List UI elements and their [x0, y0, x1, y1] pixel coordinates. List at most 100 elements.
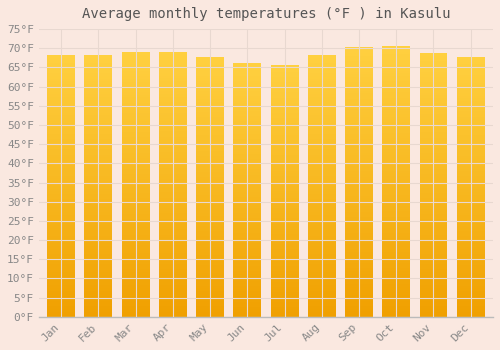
Bar: [345, 217, 373, 220]
Bar: [382, 268, 410, 271]
Bar: [47, 309, 75, 312]
Bar: [420, 146, 448, 148]
Bar: [420, 253, 448, 256]
Bar: [457, 122, 484, 124]
Bar: [420, 240, 448, 243]
Bar: [84, 272, 112, 275]
Bar: [84, 61, 112, 63]
Bar: [234, 101, 262, 104]
Bar: [457, 192, 484, 195]
Bar: [47, 165, 75, 168]
Bar: [234, 182, 262, 185]
Bar: [457, 278, 484, 280]
Bar: [308, 223, 336, 225]
Bar: [47, 293, 75, 296]
Bar: [457, 119, 484, 122]
Bar: [159, 293, 187, 296]
Bar: [345, 196, 373, 198]
Bar: [47, 225, 75, 228]
Bar: [308, 309, 336, 312]
Bar: [457, 114, 484, 117]
Bar: [122, 274, 150, 277]
Bar: [420, 79, 448, 82]
Bar: [122, 203, 150, 206]
Bar: [457, 182, 484, 184]
Bar: [420, 69, 448, 72]
Bar: [234, 304, 262, 307]
Bar: [345, 147, 373, 150]
Bar: [234, 264, 262, 266]
Bar: [457, 226, 484, 228]
Bar: [345, 158, 373, 161]
Bar: [159, 97, 187, 99]
Bar: [84, 202, 112, 204]
Bar: [196, 309, 224, 312]
Bar: [345, 172, 373, 174]
Bar: [84, 228, 112, 230]
Bar: [47, 272, 75, 275]
Bar: [84, 126, 112, 128]
Bar: [308, 186, 336, 189]
Bar: [382, 211, 410, 214]
Bar: [196, 184, 224, 187]
Bar: [159, 298, 187, 301]
Bar: [345, 185, 373, 188]
Bar: [382, 154, 410, 157]
Bar: [457, 301, 484, 304]
Bar: [234, 228, 262, 230]
Bar: [47, 212, 75, 215]
Bar: [84, 283, 112, 285]
Bar: [457, 260, 484, 262]
Bar: [122, 61, 150, 63]
Bar: [159, 126, 187, 128]
Bar: [345, 298, 373, 301]
Bar: [122, 58, 150, 61]
Bar: [382, 254, 410, 257]
Bar: [84, 102, 112, 105]
Bar: [122, 219, 150, 222]
Bar: [308, 128, 336, 131]
Bar: [196, 153, 224, 156]
Bar: [308, 152, 336, 155]
Bar: [159, 243, 187, 245]
Bar: [159, 211, 187, 214]
Bar: [47, 244, 75, 246]
Bar: [308, 147, 336, 149]
Bar: [457, 142, 484, 145]
Bar: [234, 218, 262, 220]
Bar: [308, 71, 336, 74]
Bar: [84, 290, 112, 293]
Bar: [420, 148, 448, 151]
Bar: [308, 76, 336, 79]
Bar: [420, 143, 448, 146]
Bar: [420, 130, 448, 132]
Bar: [457, 57, 484, 59]
Bar: [84, 280, 112, 283]
Bar: [159, 131, 187, 134]
Bar: [159, 251, 187, 253]
Bar: [47, 233, 75, 236]
Bar: [122, 314, 150, 317]
Bar: [345, 271, 373, 274]
Bar: [159, 174, 187, 176]
Bar: [308, 178, 336, 181]
Bar: [47, 102, 75, 105]
Bar: [122, 238, 150, 240]
Bar: [159, 145, 187, 147]
Bar: [457, 106, 484, 109]
Bar: [420, 85, 448, 88]
Bar: [196, 68, 224, 70]
Bar: [159, 121, 187, 123]
Bar: [382, 236, 410, 238]
Bar: [122, 277, 150, 280]
Bar: [308, 233, 336, 236]
Bar: [270, 115, 298, 118]
Bar: [420, 64, 448, 66]
Bar: [234, 93, 262, 96]
Bar: [345, 153, 373, 155]
Bar: [270, 77, 298, 80]
Bar: [47, 123, 75, 126]
Bar: [270, 72, 298, 75]
Bar: [47, 299, 75, 301]
Bar: [122, 66, 150, 68]
